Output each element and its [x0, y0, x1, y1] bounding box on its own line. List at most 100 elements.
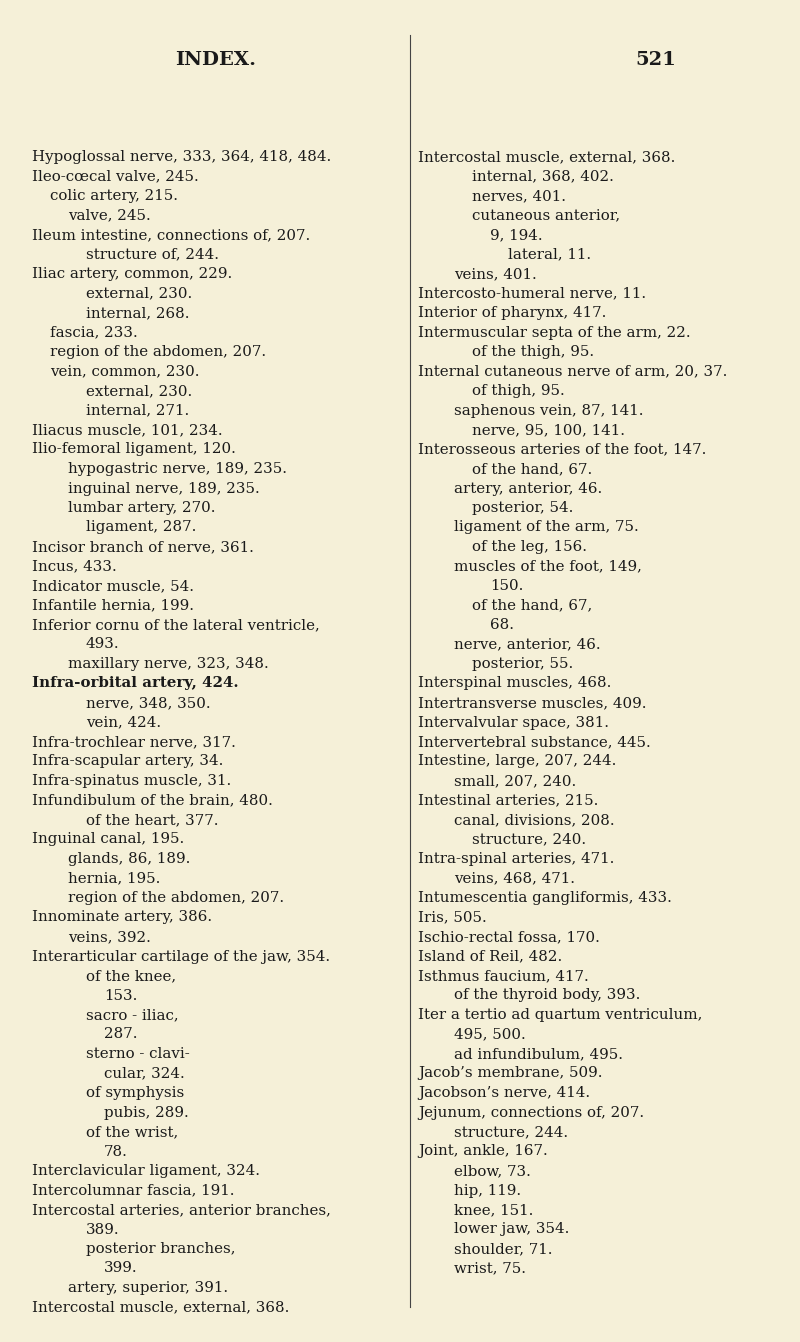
Text: Infra-spinatus muscle, 31.: Infra-spinatus muscle, 31. — [32, 774, 231, 788]
Text: Iliac artery, common, 229.: Iliac artery, common, 229. — [32, 267, 232, 280]
Text: Infra-scapular artery, 34.: Infra-scapular artery, 34. — [32, 754, 223, 769]
Text: external, 230.: external, 230. — [86, 286, 192, 301]
Text: Intercostal muscle, external, 368.: Intercostal muscle, external, 368. — [418, 150, 675, 164]
Text: of the thyroid body, 393.: of the thyroid body, 393. — [454, 989, 640, 1002]
Text: Interosseous arteries of the foot, 147.: Interosseous arteries of the foot, 147. — [418, 443, 706, 456]
Text: Island of Reil, 482.: Island of Reil, 482. — [418, 950, 562, 964]
Text: Infra-orbital artery, 424.: Infra-orbital artery, 424. — [32, 676, 238, 691]
Text: vein, common, 230.: vein, common, 230. — [50, 365, 199, 378]
Text: Iter a tertio ad quartum ventriculum,: Iter a tertio ad quartum ventriculum, — [418, 1008, 702, 1023]
Text: internal, 268.: internal, 268. — [86, 306, 190, 319]
Text: hernia, 195.: hernia, 195. — [68, 871, 160, 886]
Text: internal, 271.: internal, 271. — [86, 404, 190, 417]
Text: sterno - clavi-: sterno - clavi- — [86, 1047, 190, 1062]
Text: glands, 86, 189.: glands, 86, 189. — [68, 852, 190, 866]
Text: Infundibulum of the brain, 480.: Infundibulum of the brain, 480. — [32, 793, 273, 808]
Text: veins, 392.: veins, 392. — [68, 930, 151, 943]
Text: structure of, 244.: structure of, 244. — [86, 247, 219, 262]
Text: of the hand, 67,: of the hand, 67, — [472, 599, 592, 612]
Text: 399.: 399. — [104, 1261, 138, 1275]
Text: Hypoglossal nerve, 333, 364, 418, 484.: Hypoglossal nerve, 333, 364, 418, 484. — [32, 150, 331, 164]
Text: 495, 500.: 495, 500. — [454, 1028, 526, 1041]
Text: pubis, 289.: pubis, 289. — [104, 1106, 189, 1119]
Text: of symphysis: of symphysis — [86, 1086, 184, 1100]
Text: Intercostal arteries, anterior branches,: Intercostal arteries, anterior branches, — [32, 1202, 331, 1217]
Text: Incus, 433.: Incus, 433. — [32, 560, 117, 573]
Text: Intervalvular space, 381.: Intervalvular space, 381. — [418, 715, 609, 730]
Text: of the knee,: of the knee, — [86, 969, 176, 982]
Text: 68.: 68. — [490, 619, 514, 632]
Text: nerve, anterior, 46.: nerve, anterior, 46. — [454, 637, 601, 651]
Text: Ilio-femoral ligament, 120.: Ilio-femoral ligament, 120. — [32, 443, 236, 456]
Text: Intertransverse muscles, 409.: Intertransverse muscles, 409. — [418, 696, 646, 710]
Text: Intercostal muscle, external, 368.: Intercostal muscle, external, 368. — [32, 1300, 290, 1315]
Text: sacro - iliac,: sacro - iliac, — [86, 1008, 178, 1023]
Text: small, 207, 240.: small, 207, 240. — [454, 774, 576, 788]
Text: 493.: 493. — [86, 637, 120, 651]
Text: Intestinal arteries, 215.: Intestinal arteries, 215. — [418, 793, 598, 808]
Text: Infantile hernia, 199.: Infantile hernia, 199. — [32, 599, 194, 612]
Text: Interarticular cartilage of the jaw, 354.: Interarticular cartilage of the jaw, 354… — [32, 950, 330, 964]
Text: Ischio-rectal fossa, 170.: Ischio-rectal fossa, 170. — [418, 930, 600, 943]
Text: internal, 368, 402.: internal, 368, 402. — [472, 169, 614, 184]
Text: ligament, 287.: ligament, 287. — [86, 521, 196, 534]
Text: hip, 119.: hip, 119. — [454, 1184, 521, 1197]
Text: Intercosto-humeral nerve, 11.: Intercosto-humeral nerve, 11. — [418, 286, 646, 301]
Text: posterior, 55.: posterior, 55. — [472, 658, 574, 671]
Text: 78.: 78. — [104, 1145, 128, 1158]
Text: lateral, 11.: lateral, 11. — [508, 247, 591, 262]
Text: of the heart, 377.: of the heart, 377. — [86, 813, 218, 827]
Text: lower jaw, 354.: lower jaw, 354. — [454, 1223, 570, 1236]
Text: canal, divisions, 208.: canal, divisions, 208. — [454, 813, 614, 827]
Text: Innominate artery, 386.: Innominate artery, 386. — [32, 910, 212, 925]
Text: Intumescentia gangliformis, 433.: Intumescentia gangliformis, 433. — [418, 891, 672, 905]
Text: Intermuscular septa of the arm, 22.: Intermuscular septa of the arm, 22. — [418, 326, 690, 340]
Text: Intra-spinal arteries, 471.: Intra-spinal arteries, 471. — [418, 852, 614, 866]
Text: of the wrist,: of the wrist, — [86, 1125, 178, 1139]
Text: saphenous vein, 87, 141.: saphenous vein, 87, 141. — [454, 404, 643, 417]
Text: 153.: 153. — [104, 989, 138, 1002]
Text: knee, 151.: knee, 151. — [454, 1202, 534, 1217]
Text: Intestine, large, 207, 244.: Intestine, large, 207, 244. — [418, 754, 616, 769]
Text: nerves, 401.: nerves, 401. — [472, 189, 566, 203]
Text: external, 230.: external, 230. — [86, 384, 192, 399]
Text: structure, 240.: structure, 240. — [472, 832, 586, 847]
Text: shoulder, 71.: shoulder, 71. — [454, 1241, 553, 1256]
Text: of thigh, 95.: of thigh, 95. — [472, 384, 565, 399]
Text: Ileum intestine, connections of, 207.: Ileum intestine, connections of, 207. — [32, 228, 310, 242]
Text: cutaneous anterior,: cutaneous anterior, — [472, 208, 620, 223]
Text: cular, 324.: cular, 324. — [104, 1067, 185, 1080]
Text: region of the abdomen, 207.: region of the abdomen, 207. — [68, 891, 284, 905]
Text: 521: 521 — [635, 51, 677, 68]
Text: fascia, 233.: fascia, 233. — [50, 326, 138, 340]
Text: Isthmus faucium, 417.: Isthmus faucium, 417. — [418, 969, 589, 982]
Text: 389.: 389. — [86, 1223, 120, 1236]
Text: structure, 244.: structure, 244. — [454, 1125, 568, 1139]
Text: nerve, 348, 350.: nerve, 348, 350. — [86, 696, 210, 710]
Text: Incisor branch of nerve, 361.: Incisor branch of nerve, 361. — [32, 539, 254, 554]
Text: lumbar artery, 270.: lumbar artery, 270. — [68, 501, 215, 515]
Text: posterior branches,: posterior branches, — [86, 1241, 235, 1256]
Text: 9, 194.: 9, 194. — [490, 228, 542, 242]
Text: artery, superior, 391.: artery, superior, 391. — [68, 1282, 228, 1295]
Text: colic artery, 215.: colic artery, 215. — [50, 189, 178, 203]
Text: muscles of the foot, 149,: muscles of the foot, 149, — [454, 560, 642, 573]
Text: Intervertebral substance, 445.: Intervertebral substance, 445. — [418, 735, 650, 749]
Text: 287.: 287. — [104, 1028, 138, 1041]
Text: Iris, 505.: Iris, 505. — [418, 910, 486, 925]
Text: wrist, 75.: wrist, 75. — [454, 1261, 526, 1275]
Text: INDEX.: INDEX. — [175, 51, 257, 68]
Text: vein, 424.: vein, 424. — [86, 715, 161, 730]
Text: veins, 401.: veins, 401. — [454, 267, 537, 280]
Text: Iliacus muscle, 101, 234.: Iliacus muscle, 101, 234. — [32, 423, 222, 437]
Text: posterior, 54.: posterior, 54. — [472, 501, 574, 515]
Text: artery, anterior, 46.: artery, anterior, 46. — [454, 482, 602, 495]
Text: Jacobson’s nerve, 414.: Jacobson’s nerve, 414. — [418, 1086, 590, 1100]
Text: Intercolumnar fascia, 191.: Intercolumnar fascia, 191. — [32, 1184, 234, 1197]
Text: Interclavicular ligament, 324.: Interclavicular ligament, 324. — [32, 1164, 260, 1178]
Text: Internal cutaneous nerve of arm, 20, 37.: Internal cutaneous nerve of arm, 20, 37. — [418, 365, 727, 378]
Text: of the thigh, 95.: of the thigh, 95. — [472, 345, 594, 360]
Text: Inguinal canal, 195.: Inguinal canal, 195. — [32, 832, 184, 847]
Text: Inferior cornu of the lateral ventricle,: Inferior cornu of the lateral ventricle, — [32, 619, 320, 632]
Text: 150.: 150. — [490, 578, 523, 593]
